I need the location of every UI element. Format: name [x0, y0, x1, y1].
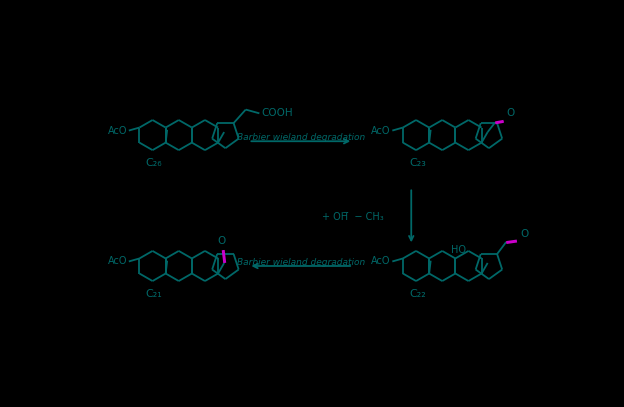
Text: O: O: [507, 109, 515, 118]
Text: Barbier wieland degradation: Barbier wieland degradation: [236, 258, 365, 267]
Text: C₂₃: C₂₃: [409, 158, 426, 168]
Text: C₂₁: C₂₁: [145, 289, 162, 299]
Text: C₂₂: C₂₂: [409, 289, 426, 299]
Text: O: O: [520, 229, 528, 239]
Text: Barbier wieland degradation: Barbier wieland degradation: [236, 133, 365, 142]
Text: AcO: AcO: [371, 126, 391, 136]
Text: C₂₆: C₂₆: [146, 158, 162, 168]
Text: AcO: AcO: [371, 256, 391, 267]
Text: AcO: AcO: [108, 126, 127, 136]
Text: + OH̅  − CH₃: + OH̅ − CH₃: [323, 212, 384, 222]
Text: AcO: AcO: [108, 256, 127, 267]
Text: HO: HO: [451, 245, 466, 254]
Text: COOH: COOH: [261, 108, 293, 118]
Text: O: O: [218, 236, 226, 246]
